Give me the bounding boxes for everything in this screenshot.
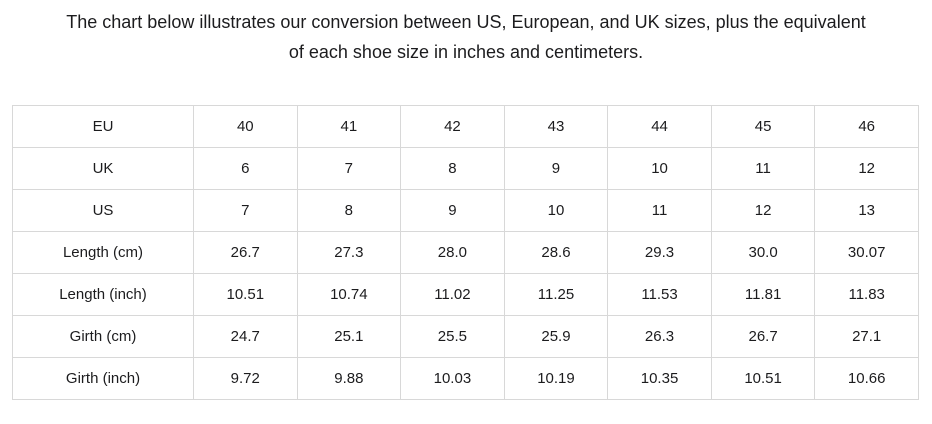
value-cell: 29.3 [607, 231, 712, 274]
size-conversion-table: EU 40 41 42 43 44 45 46 UK 6 7 8 9 10 11 12 US 7 8 9 10 11 12 1… [12, 105, 919, 400]
intro-text: The chart below illustrates our conversi… [0, 0, 932, 67]
value-cell: 24.7 [193, 315, 298, 358]
value-cell: 11.53 [607, 273, 712, 316]
value-cell: 11.25 [503, 273, 609, 316]
value-cell: 10.51 [193, 273, 298, 316]
value-cell: 6 [193, 147, 298, 190]
size-chart-page: The chart below illustrates our conversi… [0, 0, 932, 400]
row-label: EU [12, 105, 194, 148]
value-cell: 11 [607, 189, 712, 232]
table-row: Length (cm) 26.7 27.3 28.0 28.6 29.3 30.0 30.07 [12, 231, 919, 274]
table-row: US 7 8 9 10 11 12 13 [12, 189, 919, 232]
row-label: UK [12, 147, 194, 190]
intro-line-2: of each shoe size in inches and centimet… [288, 42, 644, 62]
value-cell: 12 [814, 147, 919, 190]
table-row: Girth (inch) 9.72 9.88 10.03 10.19 10.35 10.51… [12, 357, 919, 400]
value-cell: 10 [503, 189, 609, 232]
value-cell: 30.07 [814, 231, 919, 274]
value-cell: 25.9 [503, 315, 609, 358]
value-cell: 8 [296, 189, 402, 232]
value-cell: 10.74 [296, 273, 402, 316]
value-cell: 30.0 [710, 231, 816, 274]
value-cell: 25.1 [296, 315, 402, 358]
value-cell: 11.81 [710, 273, 816, 316]
row-label: Girth (inch) [12, 357, 194, 400]
row-label: Length (cm) [12, 231, 194, 274]
value-cell: 28.6 [503, 231, 609, 274]
value-cell: 11.02 [400, 273, 505, 316]
size-table-body: EU 40 41 42 43 44 45 46 UK 6 7 8 9 10 11 12 US 7 8 9 10 11 12 1… [12, 105, 919, 400]
value-cell: 7 [193, 189, 298, 232]
value-cell: 43 [503, 105, 609, 148]
value-cell: 7 [296, 147, 402, 190]
table-row: Length (inch) 10.51 10.74 11.02 11.25 11.53 11… [12, 273, 919, 316]
value-cell: 9.88 [296, 357, 402, 400]
row-label: Girth (cm) [12, 315, 194, 358]
value-cell: 42 [400, 105, 505, 148]
value-cell: 45 [710, 105, 816, 148]
value-cell: 10 [607, 147, 712, 190]
table-row: Girth (cm) 24.7 25.1 25.5 25.9 26.3 26.7 27.1 [12, 315, 919, 358]
value-cell: 11 [710, 147, 816, 190]
intro-line-1: The chart below illustrates our conversi… [66, 12, 866, 32]
value-cell: 9 [400, 189, 505, 232]
value-cell: 13 [814, 189, 919, 232]
value-cell: 27.1 [814, 315, 919, 358]
row-label: US [12, 189, 194, 232]
value-cell: 10.51 [710, 357, 816, 400]
value-cell: 26.7 [193, 231, 298, 274]
row-label: Length (inch) [12, 273, 194, 316]
value-cell: 41 [296, 105, 402, 148]
value-cell: 10.03 [400, 357, 505, 400]
value-cell: 26.3 [607, 315, 712, 358]
value-cell: 46 [814, 105, 919, 148]
value-cell: 8 [400, 147, 505, 190]
value-cell: 26.7 [710, 315, 816, 358]
table-row: UK 6 7 8 9 10 11 12 [12, 147, 919, 190]
value-cell: 10.66 [814, 357, 919, 400]
value-cell: 12 [710, 189, 816, 232]
value-cell: 9.72 [193, 357, 298, 400]
value-cell: 11.83 [814, 273, 919, 316]
value-cell: 28.0 [400, 231, 505, 274]
value-cell: 9 [503, 147, 609, 190]
value-cell: 27.3 [296, 231, 402, 274]
table-row: EU 40 41 42 43 44 45 46 [12, 105, 919, 148]
value-cell: 10.19 [503, 357, 609, 400]
value-cell: 10.35 [607, 357, 712, 400]
value-cell: 40 [193, 105, 298, 148]
value-cell: 44 [607, 105, 712, 148]
value-cell: 25.5 [400, 315, 505, 358]
